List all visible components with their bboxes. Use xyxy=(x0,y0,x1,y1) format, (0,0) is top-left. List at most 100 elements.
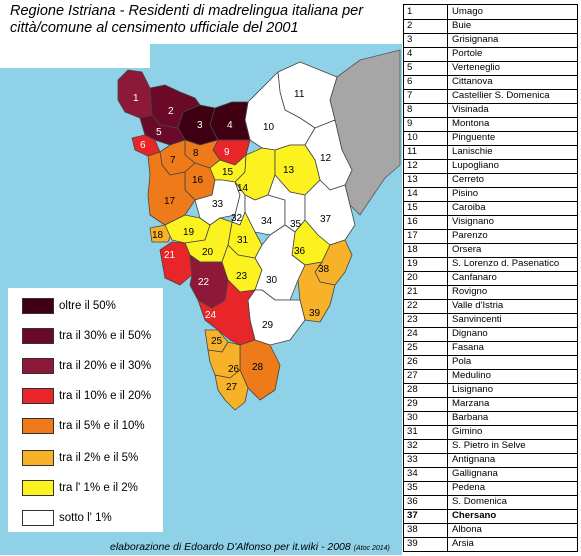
credit-line: elaborazione di Edoardo D'Alfonso per it… xyxy=(110,541,390,553)
row-number: 24 xyxy=(407,328,418,339)
map-label-33: 33 xyxy=(212,199,224,210)
map-label-9: 9 xyxy=(224,147,230,158)
map-label-28: 28 xyxy=(252,362,264,373)
municipality-39 xyxy=(297,261,336,323)
map-label-34: 34 xyxy=(261,216,273,227)
row-municipality-name: Pisino xyxy=(452,188,479,199)
row-number: 9 xyxy=(407,118,413,129)
legend-label: tra l' 1% e il 2% xyxy=(59,482,138,494)
map-label-29: 29 xyxy=(262,320,274,331)
row-municipality-name: Montona xyxy=(452,118,490,129)
row-number: 38 xyxy=(407,524,418,535)
map-label-22: 22 xyxy=(198,277,210,288)
map-label-27: 27 xyxy=(226,382,238,393)
row-municipality-name: Lanischie xyxy=(452,146,493,157)
row-municipality-name: Cerreto xyxy=(452,174,484,185)
row-municipality-name: Valle d'Istria xyxy=(452,300,504,311)
row-municipality-name: Lupogliano xyxy=(452,160,499,171)
row-number: 36 xyxy=(407,496,418,507)
municipality-30 xyxy=(254,224,306,301)
row-municipality-name: Sanvincenti xyxy=(452,314,502,325)
row-number: 11 xyxy=(407,146,417,157)
map-label-10: 10 xyxy=(263,122,275,133)
table-row: 38 Albona xyxy=(404,523,577,538)
row-number: 29 xyxy=(407,398,418,409)
credit-small: (Atoc 2014) xyxy=(353,545,390,552)
table-row: 15 Caroiba xyxy=(404,201,577,216)
legend-label: oltre il 50% xyxy=(59,300,116,312)
table-row: 32 S. Pietro in Selve xyxy=(404,439,577,454)
map-label-24: 24 xyxy=(205,310,217,321)
land-north xyxy=(0,0,402,68)
row-number: 13 xyxy=(407,174,418,185)
row-number: 7 xyxy=(407,90,413,101)
row-municipality-name: Gimino xyxy=(452,426,483,437)
table-row: 24 Dignano xyxy=(404,327,577,342)
map-label-23: 23 xyxy=(236,271,248,282)
row-municipality-name: Verteneglio xyxy=(452,62,501,73)
legend-swatch xyxy=(22,328,54,344)
row-number: 16 xyxy=(407,216,418,227)
row-number: 39 xyxy=(407,538,418,549)
row-number: 2 xyxy=(407,20,413,31)
row-municipality-name: Barbana xyxy=(452,412,489,423)
row-number: 35 xyxy=(407,482,418,493)
row-number: 30 xyxy=(407,412,418,423)
row-municipality-name: S. Lorenzo d. Pasenatico xyxy=(452,258,560,269)
legend-item: tra l' 1% e il 2% xyxy=(22,480,138,496)
row-number: 34 xyxy=(407,468,418,479)
credit-text: elaborazione di Edoardo D'Alfonso per it… xyxy=(110,541,351,553)
map-label-38: 38 xyxy=(318,264,330,275)
map-label-25: 25 xyxy=(211,336,223,347)
legend-item: oltre il 50% xyxy=(22,298,116,314)
row-municipality-name: Pola xyxy=(452,356,472,367)
map-label-16: 16 xyxy=(192,175,204,186)
row-number: 25 xyxy=(407,342,418,353)
municipality-table: 1 Umago 2 Buie 3 Grisignana 4 Portole 5 Vertenegl… xyxy=(403,4,578,552)
map-label-11: 11 xyxy=(294,89,305,100)
legend-label: tra il 30% e il 50% xyxy=(59,330,152,342)
table-row: 36 S. Domenica xyxy=(404,495,577,510)
table-row: 22 Valle d'Istria xyxy=(404,299,577,314)
legend-swatch xyxy=(22,510,54,526)
table-row: 18 Orsera xyxy=(404,243,577,258)
row-municipality-name: Visinada xyxy=(452,104,489,115)
legend-swatch xyxy=(22,480,54,496)
legend-swatch xyxy=(22,388,54,404)
table-row: 1 Umago xyxy=(404,5,577,20)
row-municipality-name: Chersano xyxy=(452,510,497,521)
table-row: 37 Chersano xyxy=(404,509,577,524)
map-label-37: 37 xyxy=(320,214,332,225)
row-municipality-name: Pinguente xyxy=(452,132,496,143)
map-label-8: 8 xyxy=(193,148,199,159)
map-label-17: 17 xyxy=(164,196,176,207)
legend-label: sotto l' 1% xyxy=(59,512,112,524)
table-row: 3 Grisignana xyxy=(404,33,577,48)
row-municipality-name: Buie xyxy=(452,20,472,31)
map-label-21: 21 xyxy=(164,250,176,261)
row-number: 27 xyxy=(407,370,418,381)
row-municipality-name: Canfanaro xyxy=(452,272,497,283)
table-row: 7 Castellier S. Domenica xyxy=(404,89,577,104)
legend-item: tra il 2% e il 5% xyxy=(22,450,138,466)
row-number: 18 xyxy=(407,244,418,255)
table-row: 9 Montona xyxy=(404,117,577,132)
map-label-13: 13 xyxy=(283,165,295,176)
map-label-36: 36 xyxy=(294,246,306,257)
table-row: 25 Fasana xyxy=(404,341,577,356)
legend-swatch xyxy=(22,358,54,374)
table-row: 4 Portole xyxy=(404,47,577,62)
row-number: 6 xyxy=(407,76,413,87)
map-label-2: 2 xyxy=(168,106,174,117)
row-municipality-name: Rovigno xyxy=(452,286,488,297)
table-column-divider xyxy=(447,5,448,551)
row-municipality-name: Caroiba xyxy=(452,202,486,213)
table-row: 33 Antignana xyxy=(404,453,577,468)
row-number: 22 xyxy=(407,300,418,311)
table-row: 11 Lanischie xyxy=(404,145,577,160)
map-label-20: 20 xyxy=(202,247,214,258)
legend-item: tra il 30% e il 50% xyxy=(22,328,151,344)
map-label-39: 39 xyxy=(309,308,321,319)
row-municipality-name: Marzana xyxy=(452,398,490,409)
table-row: 2 Buie xyxy=(404,19,577,34)
